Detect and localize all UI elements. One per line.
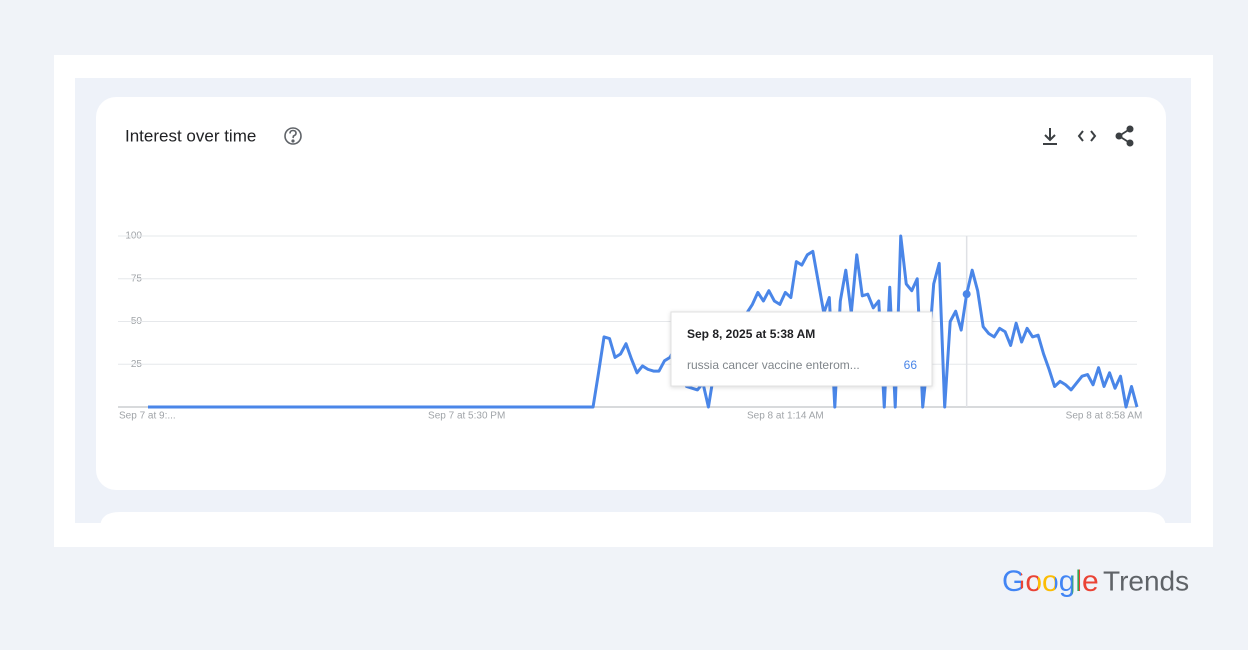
embed-icon[interactable]: [1077, 130, 1097, 142]
x-tick-label: Sep 7 at 5:30 PM: [428, 411, 505, 422]
download-icon[interactable]: [1043, 128, 1057, 145]
x-tick-label: Sep 8 at 8:58 AM: [1066, 411, 1143, 422]
card-title: Interest over time: [125, 126, 256, 145]
brand: Google: [1002, 565, 1099, 598]
share-icon[interactable]: [1115, 125, 1134, 147]
tooltip-value: 66: [904, 358, 918, 372]
x-tick-label: Sep 7 at 9:...: [119, 411, 176, 422]
tooltip: Sep 8, 2025 at 5:38 AM russia cancer vac…: [670, 311, 933, 387]
tooltip-box: [670, 311, 933, 387]
x-tick-label: Sep 8 at 1:14 AM: [747, 411, 824, 422]
card: [96, 97, 1166, 490]
tooltip-date: Sep 8, 2025 at 5:38 AM: [687, 327, 815, 341]
card-next: [100, 512, 1166, 528]
series-line: [148, 234, 1139, 409]
help-icon[interactable]: [284, 127, 302, 145]
tooltip-series: russia cancer vaccine enterom...: [687, 358, 860, 372]
hover-dot: [962, 290, 971, 299]
product: Trends: [1103, 565, 1189, 596]
